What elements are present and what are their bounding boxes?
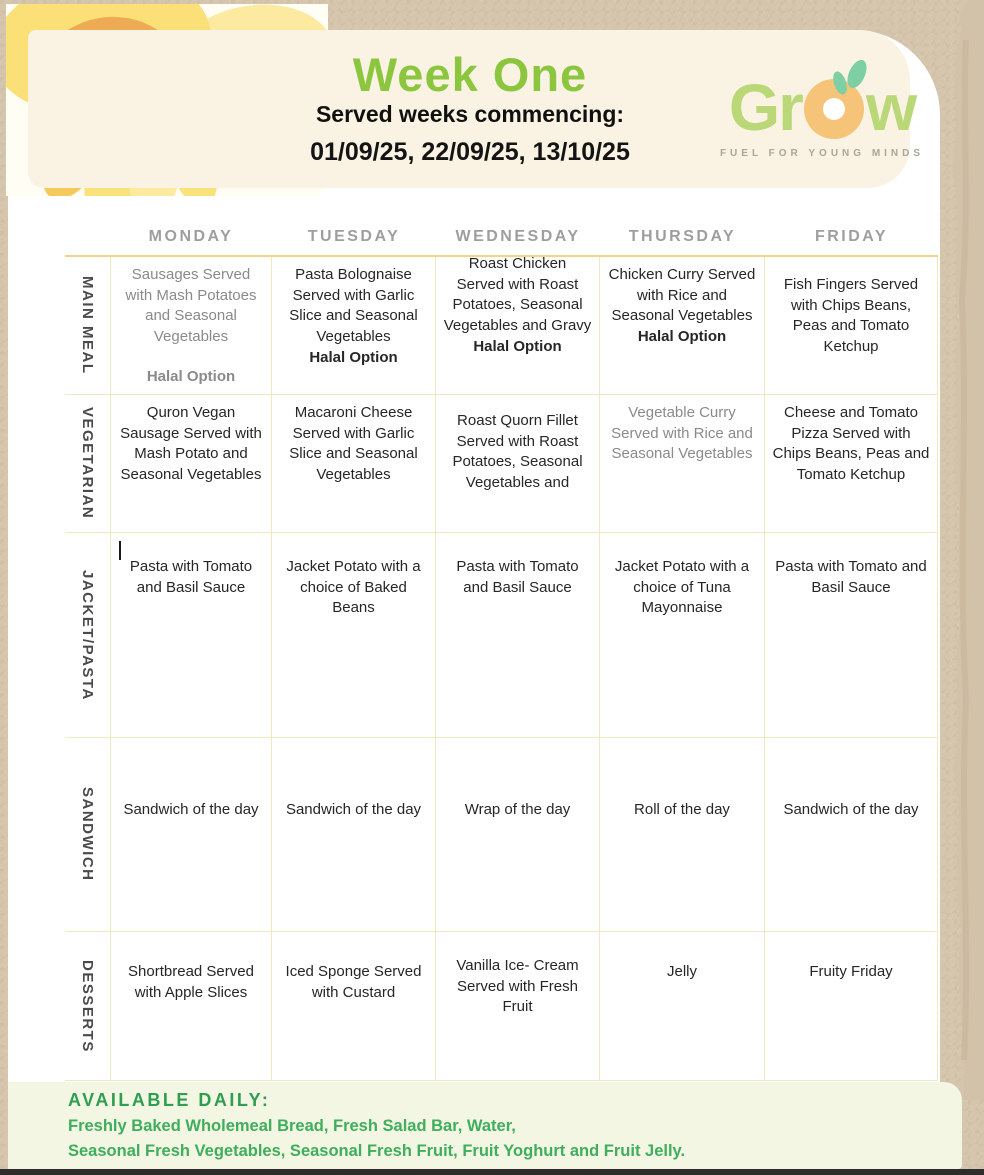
menu-cell-dessert-tuesday: Iced Sponge Served with Custard bbox=[272, 932, 436, 1080]
menu-cell-jacket-monday: Pasta with Tomato and Basil Sauce bbox=[110, 533, 272, 737]
day-header-wednesday: WEDNESDAY bbox=[455, 228, 581, 245]
row-main-meal: MAIN MEAL Sausages Served with Mash Pota… bbox=[65, 255, 938, 395]
grow-logo-word: Gr w bbox=[716, 59, 928, 144]
menu-cell-dessert-monday: Shortbread Served with Apple Slices bbox=[110, 932, 272, 1080]
menu-cell-jacket-friday: Pasta with Tomato and Basil Sauce bbox=[765, 533, 938, 737]
menu-table: MONDAY TUESDAY WEDNESDAY THURSDAY FRIDAY… bbox=[65, 228, 938, 1081]
menu-cell-veg-monday: Quron Vegan Sausage Served with Mash Pot… bbox=[110, 395, 272, 532]
menu-cell-veg-wednesday: Roast Quorn Fillet Served with Roast Pot… bbox=[436, 395, 600, 532]
row-sandwich: SANDWICH Sandwich of the day Sandwich of… bbox=[65, 738, 938, 932]
menu-cell-jacket-thursday: Jacket Potato with a choice of Tuna Mayo… bbox=[600, 533, 765, 737]
menu-cell-main-friday: Fish Fingers Served with Chips Beans, Pe… bbox=[765, 257, 938, 394]
menu-cell-main-thursday: Chicken Curry Served with Rice and Seaso… bbox=[600, 257, 765, 394]
available-daily-footer: AVAILABLE DAILY: Freshly Baked Wholemeal… bbox=[8, 1082, 962, 1169]
day-header-thursday: THURSDAY bbox=[628, 228, 737, 245]
header-text-block: Week One Served weeks commencing: 01/09/… bbox=[240, 50, 700, 167]
menu-cell-jacket-tuesday: Jacket Potato with a choice of Baked Bea… bbox=[272, 533, 436, 737]
menu-cell-sandwich-wednesday: Wrap of the day bbox=[436, 738, 600, 931]
menu-cell-sandwich-friday: Sandwich of the day bbox=[765, 738, 938, 931]
row-label-jacket-pasta: JACKET/PASTA bbox=[79, 569, 96, 701]
day-header-monday: MONDAY bbox=[148, 228, 234, 245]
halal-note: Halal Option bbox=[637, 328, 727, 346]
day-header-row: MONDAY TUESDAY WEDNESDAY THURSDAY FRIDAY bbox=[110, 228, 938, 255]
row-label-vegetarian: VEGETARIAN bbox=[79, 407, 96, 520]
day-header-friday: FRIDAY bbox=[814, 228, 889, 245]
page-subtitle: Served weeks commencing: bbox=[315, 101, 625, 128]
menu-cell-sandwich-tuesday: Sandwich of the day bbox=[272, 738, 436, 931]
menu-cell-jacket-wednesday: Pasta with Tomato and Basil Sauce bbox=[436, 533, 600, 737]
row-desserts: DESSERTS Shortbread Served with Apple Sl… bbox=[65, 932, 938, 1081]
menu-cell-main-tuesday: Pasta Bolognaise Served with Garlic Slic… bbox=[272, 257, 436, 394]
menu-cell-veg-thursday: Vegetable Curry Served with Rice and Sea… bbox=[600, 395, 765, 532]
row-label-desserts: DESSERTS bbox=[79, 959, 96, 1053]
grow-logo: Gr w FUEL FOR YOUNG MINDS bbox=[716, 59, 928, 159]
row-label-sandwich: SANDWICH bbox=[79, 787, 96, 882]
row-jacket-pasta: JACKET/PASTA Pasta with Tomato and Basil… bbox=[65, 533, 938, 738]
menu-cell-sandwich-thursday: Roll of the day bbox=[600, 738, 765, 931]
served-dates: 01/09/25, 22/09/25, 13/10/25 bbox=[310, 138, 630, 167]
menu-cell-dessert-thursday: Jelly bbox=[600, 932, 765, 1080]
logo-text-w: w bbox=[865, 70, 917, 144]
row-label-main-meal: MAIN MEAL bbox=[79, 276, 96, 375]
footer-title: AVAILABLE DAILY: bbox=[68, 1090, 271, 1110]
day-header-tuesday: TUESDAY bbox=[307, 228, 401, 245]
menu-cell-dessert-wednesday: Vanilla Ice- Cream Served with Fresh Fru… bbox=[436, 932, 600, 1080]
logo-text-gr: Gr bbox=[728, 70, 804, 144]
bottom-edge-bar bbox=[0, 1169, 984, 1175]
page-title: Week One bbox=[352, 48, 588, 101]
menu-cell-main-monday: Sausages Served with Mash Potatoes and S… bbox=[110, 257, 272, 394]
halal-note: Halal Option bbox=[146, 367, 236, 385]
footer-line-1: Freshly Baked Wholemeal Bread, Fresh Sal… bbox=[68, 1117, 516, 1135]
footer-line-2: Seasonal Fresh Vegetables, Seasonal Fres… bbox=[68, 1142, 686, 1160]
halal-note: Halal Option bbox=[309, 348, 398, 366]
menu-cell-veg-tuesday: Macaroni Cheese Served with Garlic Slice… bbox=[272, 395, 436, 532]
menu-cell-sandwich-monday: Sandwich of the day bbox=[110, 738, 272, 931]
menu-cell-veg-friday: Cheese and Tomato Pizza Served with Chip… bbox=[765, 395, 938, 532]
leaf-icon bbox=[833, 59, 867, 95]
menu-cell-main-wednesday: Roast Chicken Served with Roast Potatoes… bbox=[436, 255, 600, 394]
paper-sheet bbox=[8, 30, 940, 1175]
row-vegetarian: VEGETARIAN Quron Vegan Sausage Served wi… bbox=[65, 395, 938, 533]
menu-cell-dessert-friday: Fruity Friday bbox=[765, 932, 938, 1080]
header-banner bbox=[28, 30, 910, 188]
halal-note: Halal Option bbox=[473, 337, 562, 355]
text-cursor[interactable] bbox=[119, 541, 121, 560]
orange-fruit-icon bbox=[803, 59, 867, 139]
logo-tagline: FUEL FOR YOUNG MINDS bbox=[719, 148, 925, 159]
menu-grid: MAIN MEAL Sausages Served with Mash Pota… bbox=[65, 255, 938, 1081]
